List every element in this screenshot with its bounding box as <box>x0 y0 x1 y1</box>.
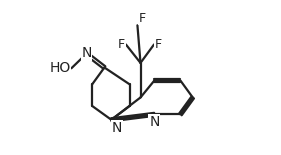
Text: F: F <box>155 38 162 51</box>
Text: HO: HO <box>49 61 71 75</box>
Text: N: N <box>149 115 160 129</box>
Text: N: N <box>112 120 123 135</box>
Text: N: N <box>81 46 92 60</box>
Text: F: F <box>118 38 125 51</box>
Text: F: F <box>139 11 146 24</box>
